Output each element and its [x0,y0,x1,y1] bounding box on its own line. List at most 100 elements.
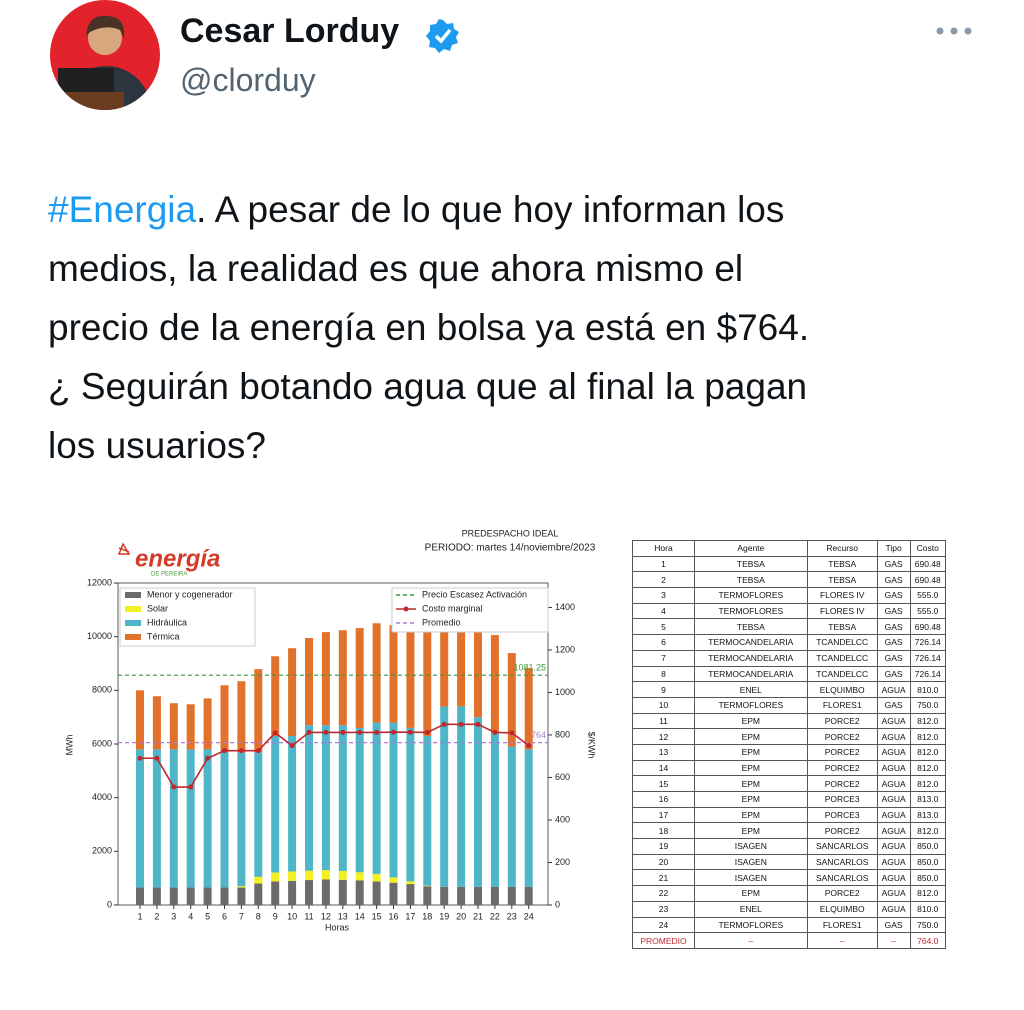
table-cell: AGUA [876,838,911,855]
bar-segment [288,735,297,872]
table-cell: PORCE2 [806,712,878,730]
bar-segment [169,703,178,750]
table-row: Hora Agente Recurso Tipo Costo [632,540,947,557]
table-cell: FLORES IV [806,587,878,604]
table-cell: AGUA [876,885,911,902]
legend-label: Precio Escasez Activación [422,589,527,599]
table-cell: AGUA [876,900,911,918]
bar-segment [254,669,263,753]
legend-lines: Precio Escasez Activación Costo marginal P… [391,587,549,633]
bar-segment [507,886,516,905]
text-segment: los usuarios? [48,425,267,466]
y-tick-label: 10000 [87,631,112,641]
bar-segment [237,752,246,887]
table-cell: GAS [876,571,911,589]
table-cell: PORCE2 [806,775,878,792]
bar-segment [474,886,482,905]
table-cell: Tipo [876,540,911,557]
line-marker [238,748,244,754]
legend-swatch [125,634,141,640]
bar-segment [271,881,280,905]
table-cell: 812.0 [909,759,947,777]
table-cell: 14 [632,759,695,777]
bar-segment [389,877,398,883]
table-cell: 810.0 [909,900,947,918]
bar-segment [524,749,533,887]
table-cell: ENEL [693,900,808,918]
table-row: 8 TERMOCANDELARIA TCANDELCC GAS 726.14 [632,665,947,683]
legend-label: Promedio [422,617,461,627]
line-marker [272,730,278,736]
table-cell: 750.0 [909,916,947,934]
author-name[interactable]: Cesar Lorduy [180,12,400,50]
table-row: 1 TEBSA TEBSA GAS 690.48 [632,555,947,573]
bar-segment [136,887,144,905]
table-cell: EPM [693,791,808,808]
x-axis-label: Horas [325,922,350,932]
text-line: precio de la energía en bolsa ya está en… [48,298,809,357]
bar-segment [186,749,195,888]
hashtag[interactable]: #Energia [48,189,197,230]
bar-segment [423,630,432,736]
table-cell: FLORES1 [806,696,878,714]
x-tick-label: 9 [273,911,278,921]
x-tick-label: 18 [422,911,432,921]
table-cell: EPM [693,806,808,824]
legend-bars: Menor y cogenerador Solar Hidráulica Térmic… [119,587,256,647]
bar-segment [389,625,398,723]
table-cell: 813.0 [909,791,947,808]
bar-segment [321,870,330,880]
bar-segment [406,727,415,882]
table-cell: TERMOFLORES [693,602,808,620]
line-marker [526,743,532,749]
line-marker [289,743,295,749]
table-cell: ELQUIMBO [806,900,878,918]
line-marker [171,784,177,790]
table-cell: TEBSA [693,571,808,589]
more-menu[interactable] [935,24,975,38]
y2-tick-label: 600 [555,772,570,782]
y2-axis-label: $/KWh [587,731,597,758]
table-cell: AGUA [876,822,911,840]
table-cell: GAS [876,555,911,573]
table-cell: 24 [632,916,695,934]
table-cell: EPM [693,885,808,902]
bar-segment [288,880,297,905]
text-segment: precio de la energía en bolsa ya está en… [48,307,810,348]
legend-box [391,587,549,633]
table-cell: 812.0 [909,743,947,761]
table-cell: TERMOCANDELARIA [693,649,808,667]
x-tick-label: 4 [188,911,193,921]
table-cell: 23 [632,900,695,918]
table-row: 10 TERMOFLORES FLORES1 GAS 750.0 [632,696,947,714]
table-cell: ENEL [693,681,808,698]
table-cell: – [876,932,911,949]
author-handle[interactable]: @clorduy [180,62,316,98]
bar-segment [490,886,499,905]
line-marker [340,729,346,735]
line-marker [441,721,447,727]
bar-segment [203,749,212,888]
table-cell: 2 [632,571,695,589]
avatar[interactable] [48,0,162,112]
line-marker [509,730,515,736]
bar-segment [440,706,449,887]
bar-segment [321,725,330,871]
bar-segment [271,735,280,873]
table-row: PROMEDIO – – –764.0 [632,932,947,949]
table-cell: 850.0 [909,838,947,855]
table-cell: 21 [632,869,695,887]
line-marker [374,729,380,735]
table-cell: – [693,932,808,949]
x-tick-label: 14 [355,911,365,921]
table-cell: PORCE2 [806,822,878,840]
table-cell: TCANDELCC [806,665,878,683]
line-series [140,723,530,788]
table-row: 17 EPM PORCE3 AGUA 813.0 [632,806,947,824]
table-row: 23 ENEL ELQUIMBO AGUA 810.0 [632,900,947,918]
table-cell: 812.0 [909,885,947,902]
table-cell: 555.0 [909,602,947,620]
reference-label: 1081.25 [513,663,546,673]
